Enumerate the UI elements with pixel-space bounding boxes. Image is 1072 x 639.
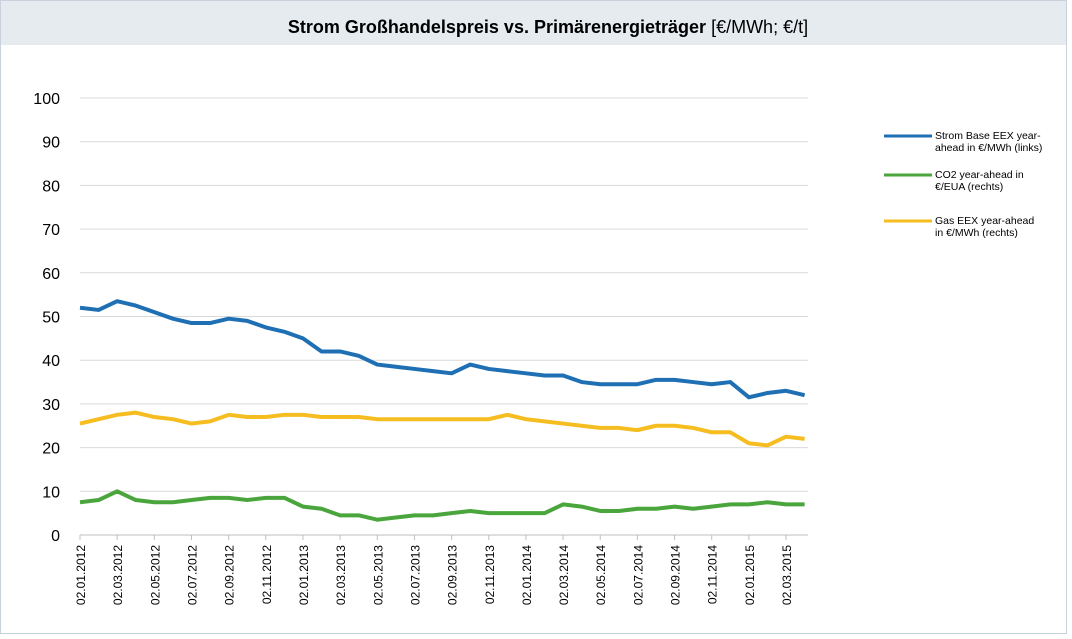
y-tick-label: 70 bbox=[42, 222, 60, 239]
x-tick-label: 02.03.2015 bbox=[780, 545, 794, 605]
x-tick-label: 02.01.2012 bbox=[74, 545, 88, 605]
y-tick-label: 40 bbox=[42, 353, 60, 370]
series-line bbox=[79, 410, 805, 448]
x-tick-label: 02.01.2015 bbox=[743, 545, 757, 605]
title-unit: [€/MWh; €/t] bbox=[711, 17, 808, 37]
chart-title: Strom Großhandelspreis vs. Primärenergie… bbox=[288, 17, 808, 37]
legend-label: Strom Base EEX year-ahead in €/MWh (link… bbox=[935, 130, 1043, 154]
x-tick-label: 02.05.2014 bbox=[594, 545, 608, 605]
header-band bbox=[1, 1, 1066, 45]
y-tick-label: 100 bbox=[33, 91, 60, 108]
x-tick-label: 02.05.2013 bbox=[371, 545, 385, 605]
legend-label: CO2 year-ahead in €/EUA (rechts) bbox=[935, 169, 1024, 193]
y-tick-label: 0 bbox=[51, 528, 60, 545]
series-line bbox=[79, 489, 805, 522]
x-tick-label: 02.05.2012 bbox=[148, 545, 162, 605]
x-tick-label: 02.09.2014 bbox=[669, 545, 683, 605]
y-tick-label: 80 bbox=[42, 178, 60, 195]
legend-label: Gas EEX year-ahead in €/MWh (rechts) bbox=[935, 215, 1035, 239]
x-tick-label: 02.07.2012 bbox=[185, 545, 199, 605]
y-tick-label: 10 bbox=[42, 484, 60, 501]
x-tick-label: 02.07.2014 bbox=[631, 545, 645, 605]
x-tick-label: 02.11.2012 bbox=[260, 545, 274, 604]
x-tick-label: 02.07.2013 bbox=[408, 545, 422, 605]
x-tick-label: 02.03.2012 bbox=[111, 545, 125, 605]
y-tick-label: 90 bbox=[42, 135, 60, 152]
x-tick-label: 02.03.2013 bbox=[334, 545, 348, 605]
y-tick-label: 20 bbox=[42, 441, 60, 458]
y-tick-label: 50 bbox=[42, 310, 60, 327]
y-tick-label: 30 bbox=[42, 397, 60, 414]
x-tick-label: 02.01.2013 bbox=[297, 545, 311, 605]
series-line bbox=[79, 299, 806, 400]
x-tick-label: 02.11.2014 bbox=[706, 545, 720, 604]
x-tick-label: 02.09.2012 bbox=[223, 545, 237, 605]
x-tick-label: 02.11.2013 bbox=[483, 545, 497, 604]
x-tick-label: 02.01.2014 bbox=[520, 545, 534, 605]
x-tick-label: 02.09.2013 bbox=[446, 545, 460, 605]
y-tick-label: 60 bbox=[42, 266, 60, 283]
title-main: Strom Großhandelspreis vs. Primärenergie… bbox=[288, 17, 706, 37]
x-tick-label: 02.03.2014 bbox=[557, 545, 571, 605]
